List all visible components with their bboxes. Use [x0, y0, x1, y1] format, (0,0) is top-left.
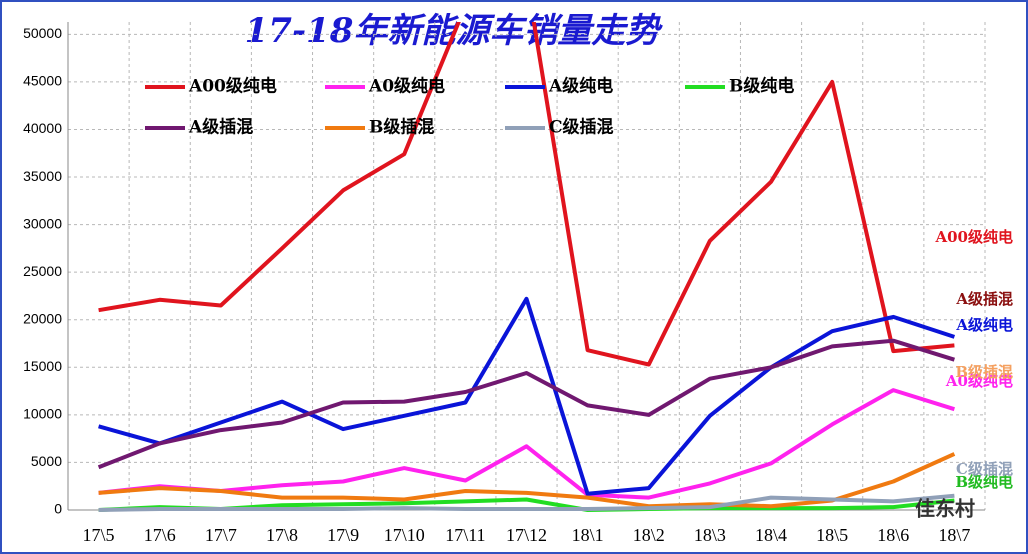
- x-tick-label: 17\7: [205, 525, 237, 545]
- x-tick-label: 17\12: [506, 525, 547, 545]
- end-label: C级插混: [956, 460, 1013, 478]
- x-tick-label: 18\3: [694, 525, 726, 545]
- series-line: [98, 493, 955, 512]
- end-label: B级纯电: [955, 473, 1013, 491]
- x-tick-label: 17\6: [144, 525, 176, 545]
- x-tick-label: 18\1: [572, 525, 604, 545]
- end-label: A级纯电: [955, 316, 1013, 334]
- legend-label: C级插混: [549, 117, 614, 138]
- watermark: 佳东村: [915, 497, 975, 521]
- legend-label: A0级纯电: [368, 76, 445, 97]
- series-line: [98, 452, 956, 509]
- series-line: [98, 22, 955, 367]
- x-tick-label: 18\4: [755, 525, 787, 545]
- series-line: [98, 388, 955, 500]
- legend-label: A级纯电: [548, 76, 613, 97]
- y-tick-label: 0: [54, 501, 62, 517]
- series-line: [98, 296, 956, 496]
- y-tick-label: 20000: [23, 310, 62, 326]
- y-tick-label: 5000: [31, 453, 62, 469]
- x-tick-label: 18\7: [938, 525, 970, 545]
- end-label: A级插混: [955, 290, 1013, 308]
- y-tick-label: 30000: [23, 215, 62, 231]
- y-tick-label: 35000: [23, 168, 62, 184]
- y-tick-label: 45000: [23, 73, 62, 89]
- legend-label: B级插混: [369, 117, 434, 138]
- legend-label: B级纯电: [729, 76, 794, 97]
- x-tick-label: 18\2: [633, 525, 665, 545]
- y-tick-label: 25000: [23, 263, 62, 279]
- series-line: [97, 338, 955, 470]
- end-label: A0级纯电: [945, 372, 1013, 390]
- x-tick-label: 17\8: [266, 525, 298, 545]
- y-tick-label: 10000: [23, 406, 62, 422]
- end-label: B级插混: [955, 363, 1013, 381]
- y-tick-label: 40000: [23, 120, 62, 136]
- x-tick-label: 17\9: [327, 525, 359, 545]
- x-tick-label: 17\5: [83, 525, 115, 545]
- legend-label: A00级纯电: [188, 76, 277, 97]
- x-tick-label: 18\6: [877, 525, 909, 545]
- end-label: A00级纯电: [934, 228, 1013, 246]
- plot: [97, 22, 956, 512]
- x-tick-label: 17\10: [384, 525, 425, 545]
- y-tick-label: 15000: [23, 358, 62, 374]
- legend-label: A级插混: [188, 117, 253, 138]
- x-tick-label: 18\5: [816, 525, 848, 545]
- y-tick-label: 50000: [23, 25, 62, 41]
- x-tick-label: 17\11: [445, 525, 485, 545]
